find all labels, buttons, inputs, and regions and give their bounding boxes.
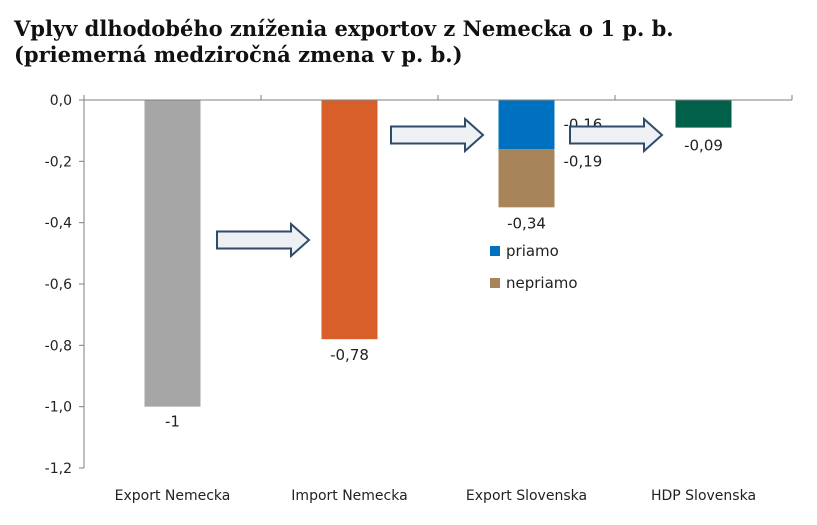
y-tick-label-6: -1,2	[45, 461, 72, 477]
y-tick-label-4: -0,8	[45, 338, 72, 354]
data-label-hdp-slovenska: -0,09	[684, 137, 723, 155]
bar-3-segment-0	[675, 100, 732, 128]
data-label-export-slovenska-nepriamo: -0,19	[564, 152, 603, 170]
legend-swatch-1	[490, 278, 500, 288]
y-tick-label-3: -0,6	[45, 277, 72, 293]
bar-2-segment-1	[498, 149, 555, 208]
legend-label-1: nepriamo	[506, 274, 578, 292]
data-label-export-nemecka: -1	[165, 413, 180, 431]
chart-title-line2: (priemerná medziročná zmena v p. b.)	[14, 42, 463, 67]
category-label-1: Import Nemecka	[291, 488, 407, 504]
arrow-export-to-import	[216, 221, 311, 259]
category-label-2: Export Slovenska	[466, 488, 587, 504]
arrow-export-slovenska-to-hdp	[569, 116, 664, 154]
bar-2-segment-0	[498, 100, 555, 150]
category-label-3: HDP Slovenska	[651, 488, 756, 504]
y-tick-label-2: -0,4	[45, 216, 72, 232]
bar-0-segment-0	[144, 100, 201, 407]
chart-title-line1: Vplyv dlhodobého zníženia exportov z Nem…	[14, 16, 674, 41]
legend-label-0: priamo	[506, 242, 559, 260]
y-tick-label-1: -0,2	[45, 154, 72, 170]
legend-swatch-0	[490, 246, 500, 256]
y-tick-label-0: 0,0	[50, 93, 72, 109]
arrow-import-to-export-slovenska	[390, 116, 485, 154]
y-tick-label-5: -1,0	[45, 400, 72, 416]
chart-title: Vplyv dlhodobého zníženia exportov z Nem…	[14, 16, 804, 68]
data-label-export-slovenska-total: -0,34	[507, 214, 546, 232]
bar-1-segment-0	[321, 100, 378, 340]
data-label-import-nemecka: -0,78	[330, 346, 369, 364]
category-label-0: Export Nemecka	[115, 488, 231, 504]
